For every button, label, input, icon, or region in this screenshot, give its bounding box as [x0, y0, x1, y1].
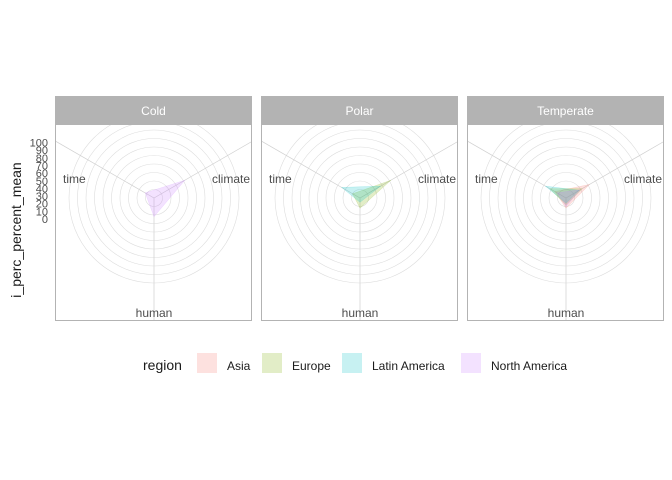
- legend-key: [197, 353, 217, 373]
- axis-label-climate: climate: [212, 172, 250, 186]
- radial-tick-label: 10: [36, 206, 48, 218]
- series-area-europe: [352, 179, 392, 209]
- legend: region Asia Europe Latin America North Amer…: [143, 353, 567, 373]
- axis-label-time: time: [475, 172, 498, 186]
- radial-tick-label: 90: [36, 145, 48, 157]
- facet-temperate: Temperate climate time human: [467, 96, 664, 321]
- facet-polar: Polar climate time human: [261, 96, 458, 321]
- radial-tick-label: 40: [36, 183, 48, 195]
- facet-cold: Cold climate time human: [55, 96, 252, 321]
- legend-title: region: [143, 357, 182, 373]
- axis-label-human: human: [136, 306, 173, 320]
- y-axis-label: i_perc_percent_mean: [8, 162, 24, 297]
- series-area-north-america: [144, 179, 186, 218]
- radial-tick-label: 70: [36, 160, 48, 172]
- radial-tick-label: 60: [36, 168, 48, 180]
- legend-key: [342, 353, 362, 373]
- axis-label-human: human: [342, 306, 379, 320]
- spoke-time: [262, 141, 361, 199]
- legend-key: [262, 353, 282, 373]
- spoke-climate: [359, 141, 457, 199]
- radial-tick-label: 20: [36, 199, 48, 211]
- radial-tick-label: 30: [36, 191, 48, 203]
- axis-label-climate: climate: [418, 172, 456, 186]
- facet-title: Temperate: [537, 104, 594, 118]
- radial-tick-label: 50: [36, 176, 48, 188]
- legend-item-asia: Asia: [197, 353, 251, 373]
- spoke-climate: [153, 141, 251, 199]
- series-area-asia: [554, 183, 591, 209]
- radial-tick-label: 80: [36, 153, 48, 165]
- series-area-europe: [549, 188, 583, 206]
- facet-panels: Cold climate time human Polar climate time huma…: [55, 96, 664, 321]
- spoke-climate: [565, 141, 663, 199]
- panel-border: [467, 124, 664, 321]
- legend-label: North America: [491, 359, 567, 373]
- legend-item-europe: Europe: [262, 353, 331, 373]
- spoke-time: [56, 141, 155, 199]
- series-area-north-america: [556, 189, 582, 207]
- facet-strip: [55, 96, 252, 124]
- series-area-latin-america: [544, 185, 580, 204]
- legend-key: [461, 353, 481, 373]
- panel-border: [55, 124, 252, 321]
- facet-strip: [261, 96, 458, 124]
- facet-strip: [467, 96, 664, 124]
- panel-body: [262, 125, 457, 320]
- facet-title: Cold: [141, 104, 166, 118]
- legend-label: Europe: [292, 359, 331, 373]
- series-area-latin-america: [340, 185, 382, 203]
- radial-tick-label: 0: [42, 214, 48, 226]
- axis-label-time: time: [269, 172, 292, 186]
- facet-title: Polar: [345, 104, 373, 118]
- panel-border: [261, 124, 458, 321]
- panel-body: [468, 125, 663, 320]
- legend-item-latin-america: Latin America: [342, 353, 445, 373]
- legend-item-north-america: North America: [461, 353, 567, 373]
- panel-body: [56, 125, 251, 320]
- legend-label: Latin America: [372, 359, 445, 373]
- axis-label-human: human: [548, 306, 585, 320]
- axis-label-climate: climate: [624, 172, 662, 186]
- legend-label: Asia: [227, 359, 251, 373]
- radial-tick-label: 100: [30, 138, 48, 150]
- spoke-time: [468, 141, 567, 199]
- axis-label-time: time: [63, 172, 86, 186]
